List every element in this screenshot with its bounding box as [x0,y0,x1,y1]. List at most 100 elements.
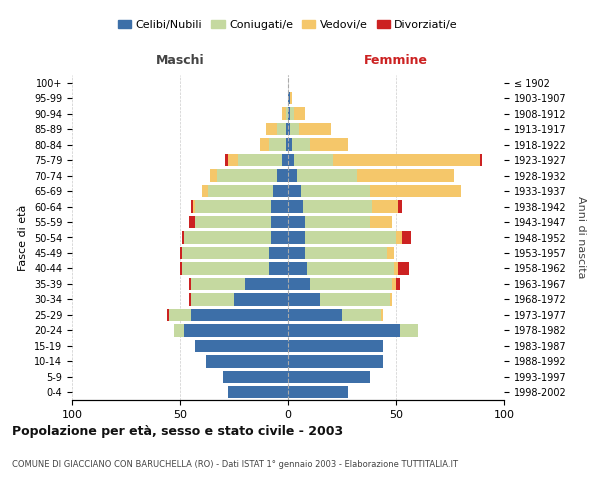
Bar [296,170,357,182]
Bar [271,232,288,243]
Bar [400,324,418,336]
Bar [226,154,227,166]
Bar [288,278,310,290]
Bar [342,308,381,321]
Bar [271,200,288,212]
Bar [184,324,288,336]
Bar [307,262,394,274]
Bar [290,108,295,120]
Bar [210,170,217,182]
Bar [271,216,288,228]
Bar [234,293,288,306]
Bar [245,278,288,290]
Bar [195,340,288,352]
Bar [277,170,288,182]
Bar [217,170,277,182]
Bar [188,293,191,306]
Bar [202,185,208,198]
Bar [357,170,454,182]
Text: Popolazione per età, sesso e stato civile - 2003: Popolazione per età, sesso e stato civil… [12,425,343,438]
Bar [288,232,305,243]
Bar [301,185,370,198]
Bar [288,185,301,198]
Bar [286,138,288,151]
Text: Maschi: Maschi [155,54,205,68]
Bar [281,154,288,166]
Bar [480,154,482,166]
Bar [288,308,342,321]
Y-axis label: Fasce di età: Fasce di età [19,204,28,270]
Bar [191,200,193,212]
Bar [269,262,288,274]
Bar [180,262,182,274]
Bar [173,324,184,336]
Text: Femmine: Femmine [364,54,428,68]
Bar [193,200,195,212]
Bar [299,123,331,136]
Bar [370,216,392,228]
Bar [191,308,288,321]
Bar [238,154,281,166]
Bar [288,293,320,306]
Bar [260,138,269,151]
Bar [269,138,286,151]
Bar [288,355,383,368]
Bar [195,200,271,212]
Bar [370,185,461,198]
Y-axis label: Anni di nascita: Anni di nascita [576,196,586,279]
Bar [295,154,334,166]
Bar [288,108,290,120]
Bar [227,154,238,166]
Bar [292,138,310,151]
Bar [288,216,305,228]
Bar [182,232,184,243]
Bar [286,123,288,136]
Bar [303,200,372,212]
Bar [320,293,389,306]
Bar [288,138,292,151]
Bar [167,308,169,321]
Bar [288,154,295,166]
Bar [273,185,288,198]
Bar [310,138,349,151]
Bar [398,200,403,212]
Bar [290,123,299,136]
Bar [396,278,400,290]
Bar [305,216,370,228]
Bar [389,293,392,306]
Bar [288,262,307,274]
Bar [396,232,403,243]
Bar [269,247,288,259]
Bar [372,200,398,212]
Bar [295,108,305,120]
Bar [208,185,273,198]
Bar [403,232,411,243]
Bar [288,324,400,336]
Bar [305,232,396,243]
Bar [180,247,182,259]
Bar [195,216,271,228]
Bar [288,170,296,182]
Bar [392,278,396,290]
Bar [398,262,409,274]
Bar [266,123,277,136]
Bar [206,355,288,368]
Bar [277,123,286,136]
Text: COMUNE DI GIACCIANO CON BARUCHELLA (RO) - Dati ISTAT 1° gennaio 2003 - Elaborazi: COMUNE DI GIACCIANO CON BARUCHELLA (RO) … [12,460,458,469]
Bar [281,108,286,120]
Bar [223,370,288,383]
Bar [227,386,288,398]
Bar [310,278,392,290]
Bar [188,216,195,228]
Bar [288,247,305,259]
Bar [288,123,290,136]
Bar [334,154,480,166]
Bar [381,308,383,321]
Bar [182,247,269,259]
Bar [191,293,234,306]
Bar [288,340,383,352]
Bar [191,278,245,290]
Bar [288,200,303,212]
Bar [288,386,349,398]
Bar [286,108,288,120]
